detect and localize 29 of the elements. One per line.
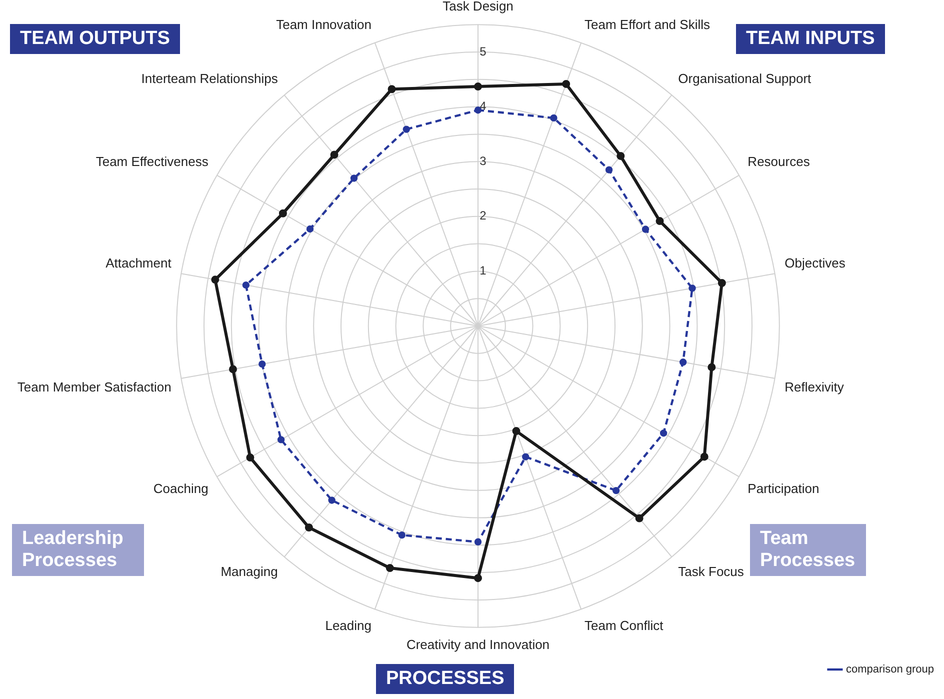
- text: Leadership Processes: [12, 524, 144, 576]
- y-tick-label: 5: [480, 44, 487, 58]
- spoke-label: Organisational Support: [678, 71, 812, 86]
- spoke-label: Interteam Relationships: [141, 71, 278, 86]
- spoke-label: Creativity and Innovation: [406, 636, 550, 652]
- spoke-label: Task Design: [442, 0, 514, 14]
- spoke-label: Team Member Satisfaction: [17, 379, 172, 394]
- y-tick-label: 3: [480, 154, 487, 168]
- spoke-label: Team Conflict: [584, 618, 664, 633]
- spoke-label: Reflexivity: [784, 379, 844, 394]
- spoke-label: Coaching: [153, 481, 208, 496]
- spoke-label: Objectives: [784, 256, 846, 271]
- spoke-label: Managing: [220, 564, 278, 579]
- spoke-label: Participation: [748, 481, 820, 496]
- legend-label: comparison group: [846, 664, 934, 676]
- spoke-label: Team Innovation: [276, 17, 372, 32]
- text: TEAM INPUTS: [736, 24, 885, 54]
- y-tick-label: 1: [480, 264, 487, 278]
- text: TEAM OUTPUTS: [10, 24, 180, 54]
- text: Team Processes: [750, 524, 866, 576]
- spoke-label: Attachment: [106, 256, 172, 271]
- spoke-label: Task Focus: [678, 564, 744, 579]
- text: PROCESSES: [376, 664, 514, 694]
- y-tick-label: 2: [480, 208, 487, 223]
- spoke-label: Leading: [325, 618, 372, 633]
- spoke-label: Team Effort and Skills: [584, 17, 710, 32]
- spoke-label: Resources: [748, 154, 810, 170]
- spoke-label: Team Effectiveness: [96, 154, 209, 170]
- y-tick-label: 4: [480, 99, 487, 114]
